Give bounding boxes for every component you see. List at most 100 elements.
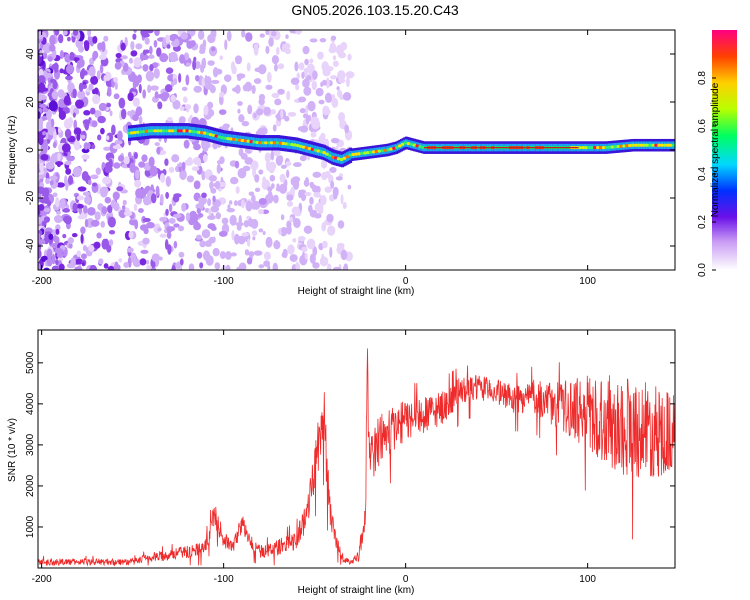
- snr-ytick-label: 2000: [25, 474, 36, 497]
- heatmap-cell: [38, 135, 44, 146]
- heatmap-cell: [251, 85, 256, 94]
- colorbar-label: Normalized spectral amplitude: [710, 82, 721, 217]
- heatmap-cell: [133, 30, 137, 33]
- heatmap-cell: [215, 212, 222, 220]
- heatmap-cell: [77, 186, 87, 192]
- heatmap-cell: [277, 63, 285, 70]
- heatmap-cell: [89, 264, 98, 270]
- heatmap-cell: [290, 143, 294, 147]
- heatmap-cell: [660, 143, 664, 147]
- heatmap-cell: [281, 251, 286, 258]
- heatmap-cell: [182, 129, 187, 133]
- heatmap-cell: [418, 145, 423, 149]
- colorbar-tick-label: 0.6: [697, 119, 708, 133]
- heatmap-cell: [157, 227, 162, 232]
- heatmap-cell: [616, 144, 621, 149]
- heatmap-cell: [105, 135, 110, 141]
- heatmap-cell: [363, 151, 367, 155]
- heatmap-cell: [45, 177, 51, 185]
- heatmap-cell: [301, 71, 305, 79]
- heatmap-cell: [50, 243, 59, 249]
- heatmap-cell: [345, 155, 350, 159]
- heatmap-cell: [186, 175, 195, 183]
- heatmap-cell: [159, 53, 169, 63]
- heatmap-cell: [258, 141, 262, 145]
- heatmap-cell: [610, 145, 615, 149]
- heatmap-cell: [207, 33, 216, 44]
- heatmap-cell: [158, 256, 163, 261]
- heatmap-cell: [344, 124, 349, 134]
- spectrogram-ytick-label: -20: [25, 190, 36, 205]
- heatmap-cell: [149, 165, 158, 177]
- heatmap-cell: [198, 199, 205, 210]
- heatmap-cell: [315, 87, 324, 97]
- heatmap-cell: [317, 51, 324, 60]
- heatmap-cell: [103, 75, 107, 83]
- heatmap-cell: [262, 176, 267, 184]
- heatmap-cell: [168, 217, 176, 224]
- heatmap-cell: [120, 42, 126, 51]
- heatmap-cell: [196, 251, 203, 259]
- heatmap-cell: [165, 129, 169, 133]
- heatmap-cell: [49, 157, 58, 164]
- heatmap-cell: [587, 146, 591, 150]
- heatmap-cell: [38, 239, 46, 245]
- heatmap-cell: [134, 169, 140, 180]
- heatmap-cell: [155, 185, 160, 197]
- heatmap-cell: [99, 186, 109, 195]
- heatmap-cell: [116, 186, 124, 192]
- heatmap-cell: [123, 210, 133, 217]
- heatmap-cell: [251, 160, 257, 168]
- heatmap-cell: [332, 266, 342, 270]
- heatmap-cell: [271, 92, 280, 99]
- heatmap-cell: [194, 130, 198, 134]
- heatmap-cell: [92, 51, 97, 62]
- heatmap-cell: [225, 264, 231, 270]
- heatmap-cell: [83, 205, 88, 214]
- heatmap-cell: [226, 30, 232, 42]
- heatmap-cell: [299, 189, 306, 195]
- heatmap-cell: [336, 86, 340, 91]
- heatmap-cell: [87, 30, 92, 37]
- heatmap-cell: [307, 100, 316, 112]
- heatmap-cell: [277, 228, 283, 235]
- heatmap-cell: [272, 262, 278, 270]
- heatmap-cell: [130, 41, 135, 51]
- heatmap-cell: [212, 195, 216, 203]
- heatmap-cell: [132, 114, 139, 122]
- spectrogram-xtick-label: 0: [403, 276, 409, 287]
- heatmap-cell: [262, 231, 266, 236]
- heatmap-cell: [231, 230, 235, 241]
- heatmap-cell: [665, 143, 670, 147]
- heatmap-cell: [342, 266, 346, 270]
- heatmap-cell: [326, 93, 333, 103]
- colorbar-gradient: [712, 30, 737, 270]
- heatmap-cell: [371, 150, 376, 154]
- heatmap-cell: [303, 225, 313, 234]
- heatmap-cell: [173, 223, 180, 228]
- heatmap-cell: [279, 173, 286, 183]
- heatmap-cell: [139, 224, 149, 231]
- heatmap-cell: [167, 117, 173, 122]
- heatmap-cell: [171, 154, 180, 163]
- heatmap-cell: [166, 231, 172, 239]
- heatmap-cell: [49, 175, 58, 181]
- heatmap-cell: [340, 41, 348, 51]
- heatmap-cell: [56, 210, 61, 215]
- heatmap-cell: [246, 238, 251, 247]
- heatmap-cell: [58, 263, 65, 270]
- heatmap-cell: [321, 240, 328, 249]
- heatmap-cell: [135, 188, 144, 199]
- heatmap-cell: [165, 191, 170, 199]
- heatmap-cell: [290, 177, 295, 186]
- heatmap-cell: [207, 223, 216, 230]
- heatmap-cell: [214, 134, 219, 138]
- heatmap-cell: [173, 129, 178, 133]
- heatmap-cell: [188, 129, 192, 133]
- heatmap-cell: [255, 140, 259, 145]
- heatmap-cell: [98, 102, 107, 112]
- heatmap-cell: [313, 148, 318, 152]
- snr-ytick-label: 4000: [25, 392, 36, 415]
- heatmap-cell: [244, 249, 250, 256]
- heatmap-cell: [258, 169, 264, 175]
